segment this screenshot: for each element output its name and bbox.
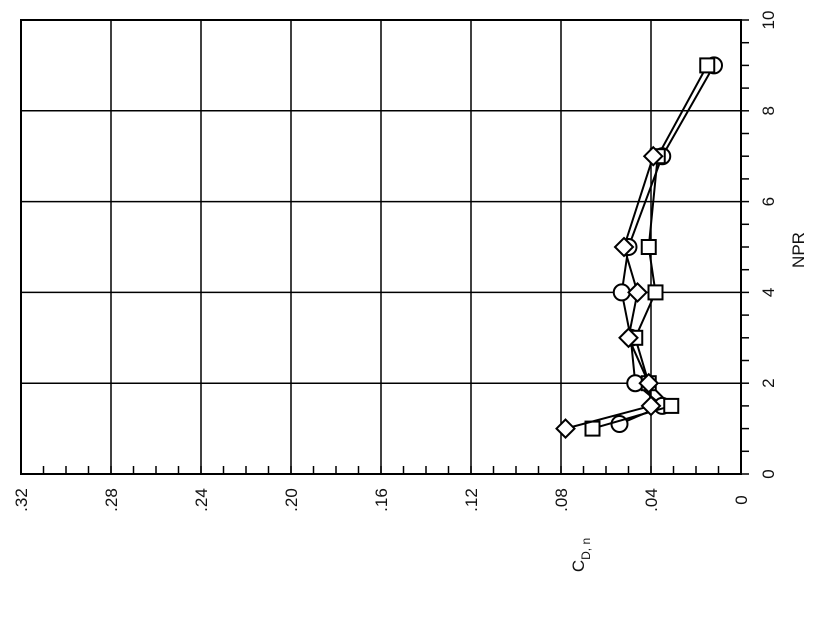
tick-label-npr: 2 — [759, 378, 778, 387]
tick-label-cdn: .24 — [192, 488, 211, 512]
diamond-marker — [618, 327, 639, 349]
tick-label-npr: 6 — [759, 197, 778, 206]
svg-text:CD, n: CD, n — [569, 538, 593, 572]
plot-frame — [20, 19, 742, 475]
tick-label-cdn: .04 — [642, 488, 661, 512]
labels: 0 .04 .08 .12 .16 .20 .24 .28 .32 0 2 4 6 8 10 — [12, 11, 778, 512]
ticks — [20, 19, 749, 475]
square-marker — [640, 239, 657, 255]
square-marker — [663, 397, 680, 414]
tick-label-cdn: 0 — [732, 495, 751, 504]
tick-label-npr: 4 — [759, 288, 778, 297]
diamond-marker — [555, 418, 576, 440]
diamond-marker — [642, 145, 664, 167]
square-marker — [647, 284, 664, 301]
grid — [20, 19, 742, 475]
diamond-marker — [638, 372, 660, 394]
y-axis-label-main: C — [569, 560, 588, 572]
tick-label-cdn: .28 — [102, 488, 121, 512]
tick-label-cdn: .32 — [12, 488, 31, 512]
series-diamond — [555, 145, 664, 440]
diamond-marker — [640, 395, 662, 417]
square-marker — [699, 57, 716, 74]
tick-label-npr: 8 — [759, 106, 778, 115]
y-axis-label-subscript: D, n — [579, 538, 593, 560]
diamond-marker — [613, 236, 635, 258]
tick-label-cdn: .12 — [462, 488, 481, 512]
tick-label-cdn: .20 — [282, 488, 301, 512]
series — [555, 56, 723, 440]
y-axis-label: CD, n — [569, 538, 593, 572]
tick-label-cdn: .16 — [372, 488, 391, 512]
diamond-marker — [627, 281, 648, 303]
tick-label-npr: 0 — [759, 469, 778, 478]
x-axis-label: NPR — [789, 232, 808, 268]
tick-label-npr: 10 — [759, 11, 778, 30]
tick-label-cdn: .08 — [552, 488, 571, 512]
